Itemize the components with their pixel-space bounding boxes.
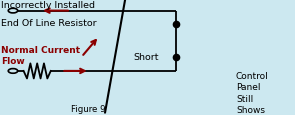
Text: Normal Current
Flow: Normal Current Flow: [1, 46, 80, 66]
Text: End Of Line Resistor: End Of Line Resistor: [1, 18, 97, 27]
Text: Control
Panel
Still
Shows
Secure: Control Panel Still Shows Secure: [236, 71, 269, 115]
Text: Figure 9: Figure 9: [71, 104, 106, 113]
Text: Short: Short: [133, 53, 159, 62]
Text: Incorrectly Installed: Incorrectly Installed: [1, 1, 95, 10]
